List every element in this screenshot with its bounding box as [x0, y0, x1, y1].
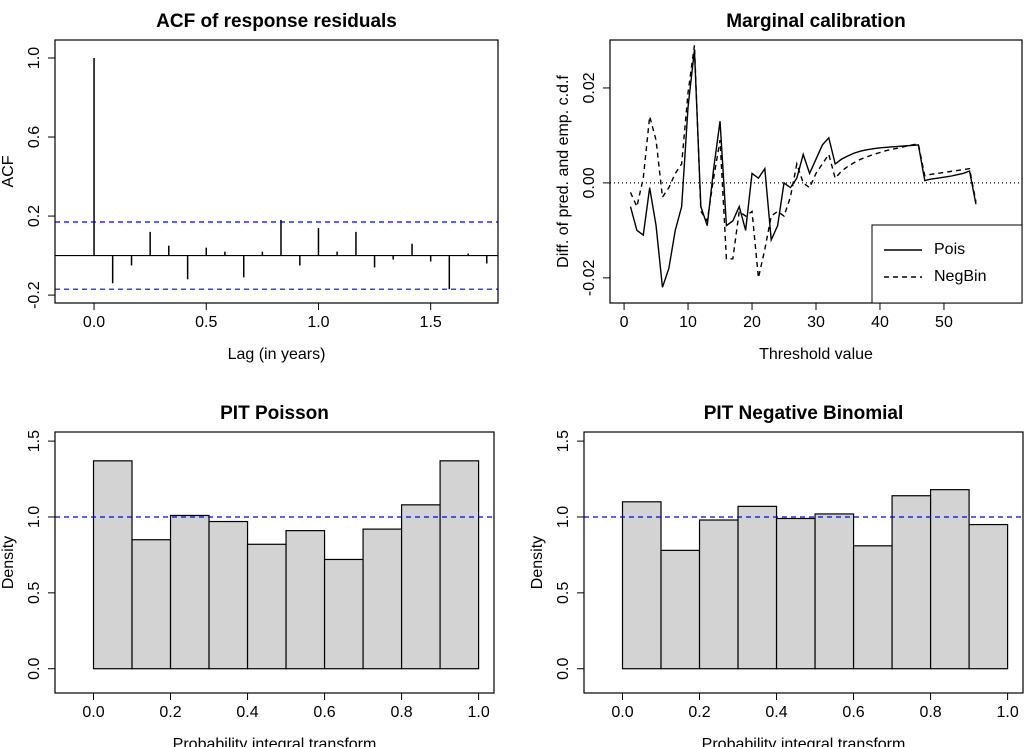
y-tick-label: 0.2 — [26, 205, 43, 227]
y-tick-label: 0.5 — [555, 582, 572, 604]
plot-box — [583, 431, 1024, 694]
series-line — [629, 49, 977, 288]
legend-label: NegBin — [934, 268, 986, 285]
y-axis-label: Diff. of pred. and emp. c.d.f — [555, 75, 572, 268]
legend-box — [871, 224, 1023, 304]
histogram-bar — [400, 504, 441, 670]
plot-box — [609, 39, 1023, 304]
y-axis-label: Density — [0, 536, 17, 589]
y-tick-label: 1.0 — [26, 506, 43, 528]
y-tick-label: -0.02 — [581, 260, 598, 297]
x-tick-label: 0.0 — [611, 704, 633, 721]
y-tick-label: -0.2 — [26, 281, 43, 309]
y-tick-label: 1.5 — [555, 430, 572, 452]
x-tick-label: 30 — [807, 314, 825, 331]
histogram-bar — [737, 505, 778, 670]
x-tick-label: 1.0 — [307, 314, 329, 331]
y-tick-label: 0.6 — [26, 126, 43, 148]
chart-title: PIT Poisson — [220, 403, 329, 424]
series-line — [629, 45, 977, 278]
chart-title: PIT Negative Binomial — [704, 403, 904, 424]
histogram-bar — [285, 530, 326, 670]
x-tick-label: 10 — [679, 314, 697, 331]
histogram-bar — [698, 519, 739, 670]
x-tick-label: 0 — [620, 314, 629, 331]
histogram-bar — [968, 523, 1009, 670]
y-tick-label: 1.0 — [26, 47, 43, 69]
y-tick-label: 0.0 — [555, 658, 572, 680]
x-tick-label: 0.2 — [159, 704, 181, 721]
y-tick-label: 0.0 — [26, 658, 43, 680]
histogram-bar — [92, 460, 133, 670]
histogram-bar — [131, 539, 172, 670]
x-axis-label: Probability integral transform — [702, 736, 906, 747]
histogram-bar — [323, 558, 364, 670]
x-tick-label: 0.8 — [919, 704, 941, 721]
histogram-bar — [169, 514, 210, 670]
plot-box — [54, 39, 499, 304]
x-axis-label: Probability integral transform — [173, 736, 377, 747]
x-tick-label: 0.2 — [688, 704, 710, 721]
x-tick-label: 0.4 — [765, 704, 787, 721]
x-tick-label: 0.6 — [313, 704, 335, 721]
histogram-bar — [891, 495, 932, 670]
histogram-bar — [246, 543, 287, 670]
y-tick-label: 1.5 — [26, 430, 43, 452]
y-tick-label: 1.0 — [555, 506, 572, 528]
y-axis-label: ACF — [0, 155, 17, 187]
histogram-bar — [362, 528, 403, 670]
x-tick-label: 0.0 — [82, 704, 104, 721]
x-tick-label: 0.8 — [390, 704, 412, 721]
y-tick-label: 0.00 — [581, 167, 598, 198]
x-tick-label: 1.5 — [420, 314, 442, 331]
x-tick-label: 40 — [871, 314, 889, 331]
x-tick-label: 0.5 — [195, 314, 217, 331]
x-tick-label: 0.6 — [842, 704, 864, 721]
histogram-bar — [814, 513, 855, 670]
chart-title: Marginal calibration — [726, 11, 905, 32]
histogram-bar — [439, 460, 480, 670]
histogram-bar — [929, 489, 970, 670]
x-tick-label: 0.4 — [236, 704, 258, 721]
histogram-bar — [660, 549, 701, 670]
y-tick-label: 0.5 — [26, 582, 43, 604]
histogram-bar — [621, 501, 662, 670]
x-axis-label: Threshold value — [759, 346, 873, 363]
x-tick-label: 1.0 — [467, 704, 489, 721]
y-axis-label: Density — [529, 536, 546, 589]
legend-label: Pois — [934, 241, 965, 258]
x-tick-label: 50 — [935, 314, 953, 331]
x-tick-label: 20 — [743, 314, 761, 331]
histogram-bar — [775, 517, 816, 670]
chart-title: ACF of response residuals — [156, 11, 397, 32]
plot-box — [54, 431, 495, 694]
histogram-bar — [852, 545, 893, 670]
x-tick-label: 0.0 — [83, 314, 105, 331]
histogram-bar — [208, 520, 249, 670]
x-tick-label: 1.0 — [996, 704, 1018, 721]
y-tick-label: 0.02 — [581, 72, 598, 103]
x-axis-label: Lag (in years) — [228, 346, 326, 363]
